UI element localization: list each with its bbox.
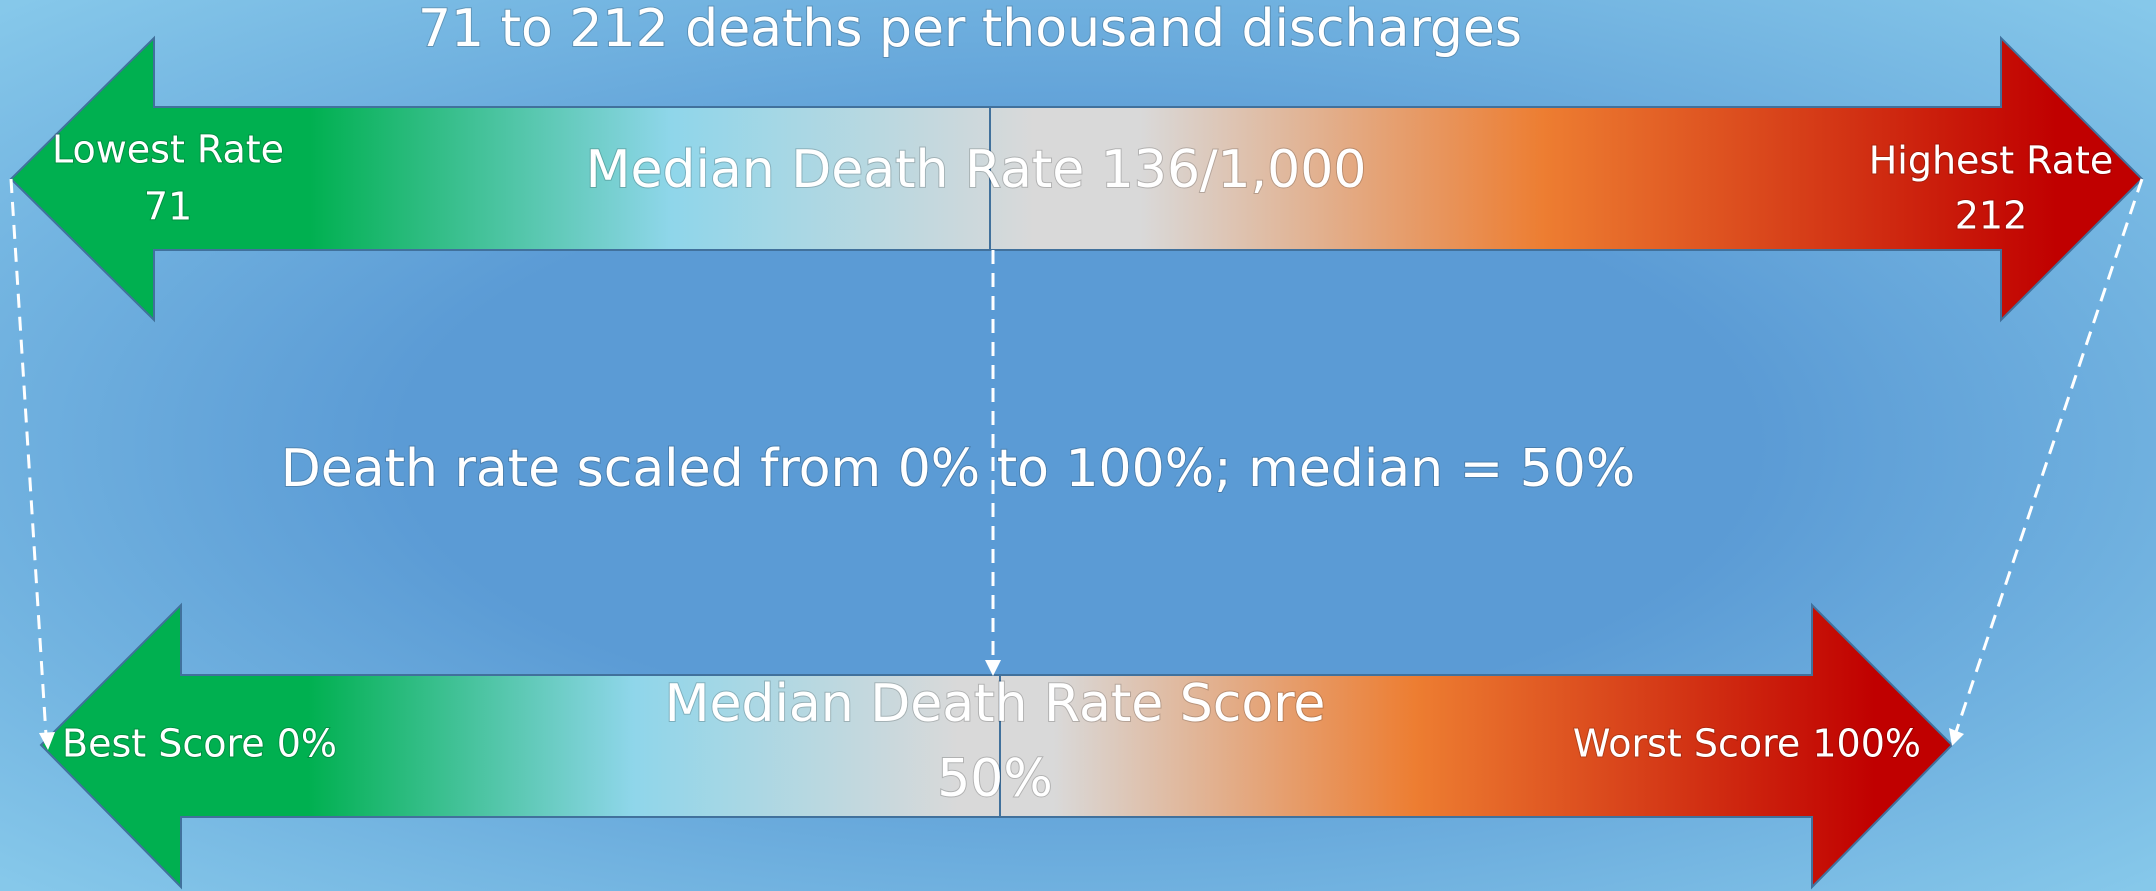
middle-text: Death rate scaled from 0% to 100%; media… (281, 439, 1636, 499)
score-median-label: Median Death Rate Score (665, 674, 1326, 734)
best-score: Best Score 0% (62, 722, 337, 766)
worst-score: Worst Score 100% (1573, 722, 1921, 766)
arrowhead (1949, 728, 1964, 746)
low-value: 71 (144, 185, 192, 229)
low-label: Lowest Rate (52, 128, 284, 172)
dashed-connectors (9, 178, 2144, 736)
connector (1954, 178, 2144, 733)
arrowhead (985, 660, 1001, 676)
score-median-value: 50% (937, 749, 1053, 809)
high-value: 212 (1955, 194, 2028, 238)
arrowhead (39, 732, 55, 750)
connector (9, 178, 48, 736)
title: 71 to 212 deaths per thousand discharges (418, 0, 1522, 59)
median-label: Median Death Rate 136/1,000 (586, 140, 1367, 200)
high-label: Highest Rate (1869, 139, 2114, 183)
